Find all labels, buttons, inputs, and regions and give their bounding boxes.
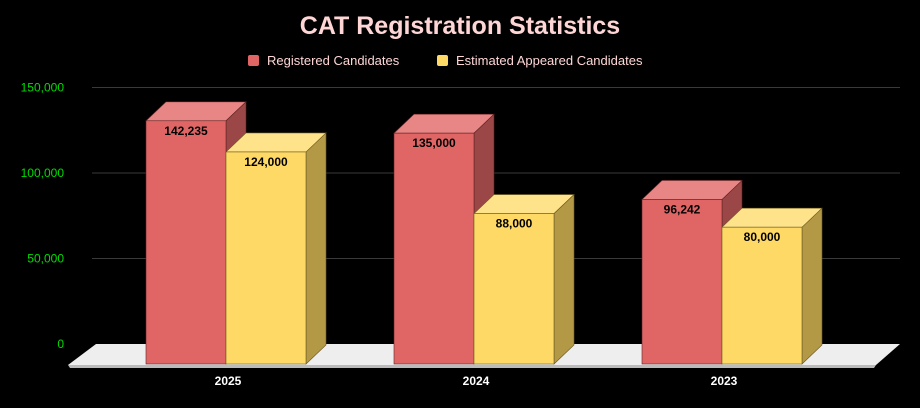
data-label: 80,000 <box>744 230 781 244</box>
bar-side <box>801 207 823 365</box>
data-label: 135,000 <box>412 136 456 150</box>
legend-label: Estimated Appeared Candidates <box>456 53 643 68</box>
y-tick-label: 50,000 <box>27 252 64 266</box>
x-tick-label: 2024 <box>463 374 490 388</box>
bar-2024-appeared: 88,000 <box>473 193 575 365</box>
y-tick-label: 0 <box>57 337 64 351</box>
y-tick-label: 150,000 <box>21 81 65 95</box>
legend-label: Registered Candidates <box>267 53 400 68</box>
legend-item: Registered Candidates <box>248 53 400 68</box>
bar-2023-appeared: 80,000 <box>721 207 823 365</box>
x-tick-label: 2025 <box>215 374 242 388</box>
bar-front <box>145 120 227 365</box>
data-label: 96,242 <box>664 202 701 216</box>
data-label: 124,000 <box>244 155 288 169</box>
bar-2025-appeared: 124,000 <box>225 132 327 365</box>
x-axis: 2025 2024 2023 <box>215 374 738 388</box>
data-label: 142,235 <box>164 124 208 138</box>
chart-title: CAT Registration Statistics <box>300 12 620 40</box>
y-axis: 0 50,000 100,000 150,000 <box>21 81 65 352</box>
bar-front <box>721 226 803 365</box>
bar-side <box>305 132 327 365</box>
floor-edge <box>68 365 876 368</box>
y-tick-label: 100,000 <box>21 166 65 180</box>
legend-item: Estimated Appeared Candidates <box>437 53 643 68</box>
legend-swatch <box>248 55 259 66</box>
x-tick-label: 2023 <box>711 374 738 388</box>
legend: Registered Candidates Estimated Appeared … <box>248 53 643 68</box>
bar-front <box>641 199 723 365</box>
bar-side <box>553 193 575 365</box>
bar-front <box>225 151 307 365</box>
legend-swatch <box>437 55 448 66</box>
bar-front <box>473 213 555 365</box>
data-label: 88,000 <box>496 217 533 231</box>
bar-front <box>393 132 475 365</box>
bars: 142,235 124,000 135,000 88,000 96,242 80,000 <box>145 101 823 365</box>
